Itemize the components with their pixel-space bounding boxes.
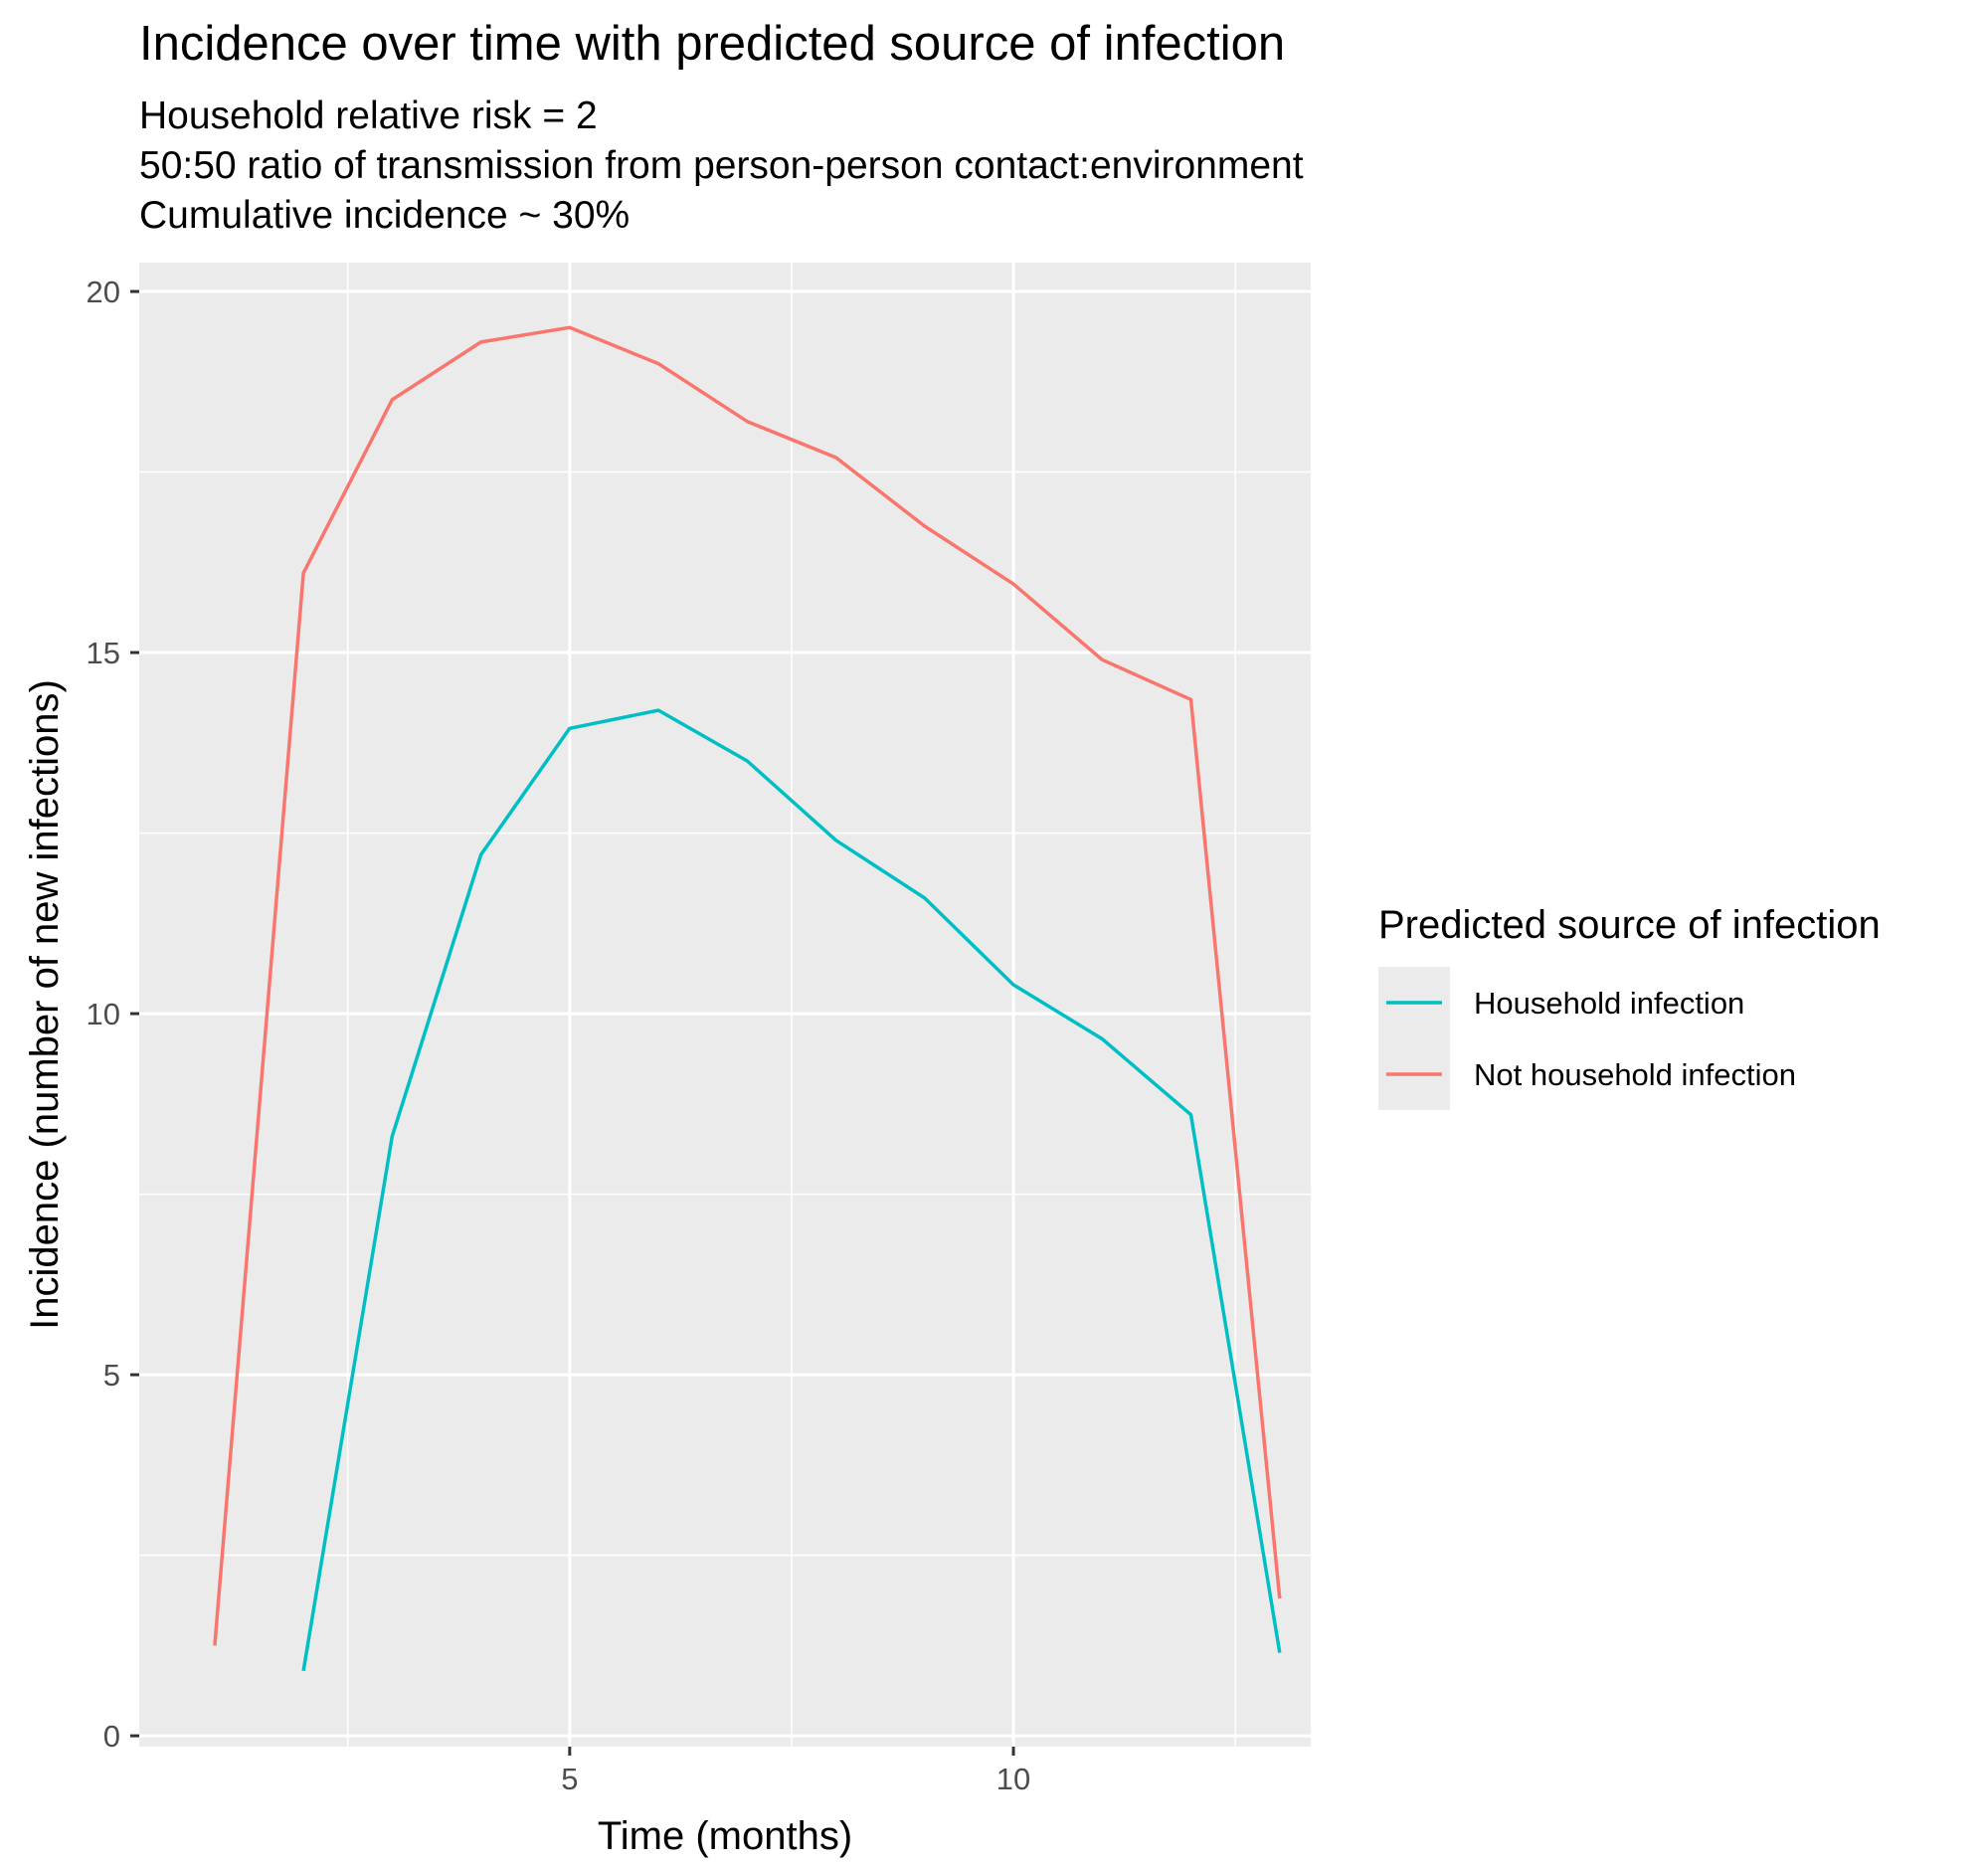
chart-title: Incidence over time with predicted sourc… (139, 17, 1285, 71)
chart-subtitle-line-2: 50:50 ratio of transmission from person-… (139, 144, 1304, 187)
plot-panel (139, 263, 1311, 1747)
legend-label: Not household infection (1474, 1057, 1796, 1092)
series-line-not-household-infection (213, 325, 1282, 1646)
y-tick-label: 20 (87, 275, 120, 309)
y-tick-label: 0 (103, 1719, 120, 1754)
y-tick-label: 5 (103, 1358, 120, 1393)
legend-title: Predicted source of infection (1378, 903, 1881, 947)
x-tick-label: 10 (996, 1762, 1030, 1796)
chart-subtitle-line-1: Household relative risk = 2 (139, 94, 598, 137)
x-axis: 5 10 (561, 1747, 1030, 1796)
legend-items: Household infection Not household infecti… (1378, 967, 1796, 1110)
legend-label: Household infection (1474, 986, 1744, 1021)
gridlines (139, 263, 1311, 1747)
series-line-household-infection (301, 708, 1282, 1672)
legend: Predicted source of infection Household … (1378, 903, 1881, 1110)
x-axis-title: Time (months) (598, 1814, 852, 1858)
y-tick-label: 15 (87, 636, 120, 670)
series-lines (213, 325, 1282, 1672)
chart-subtitle-line-3: Cumulative incidence ~ 30% (139, 194, 630, 237)
y-axis: 0 5 10 15 20 (87, 275, 139, 1754)
y-tick-label: 10 (87, 997, 120, 1031)
y-axis-title: Incidence (number of new infections) (23, 679, 67, 1330)
x-tick-label: 5 (561, 1762, 578, 1796)
